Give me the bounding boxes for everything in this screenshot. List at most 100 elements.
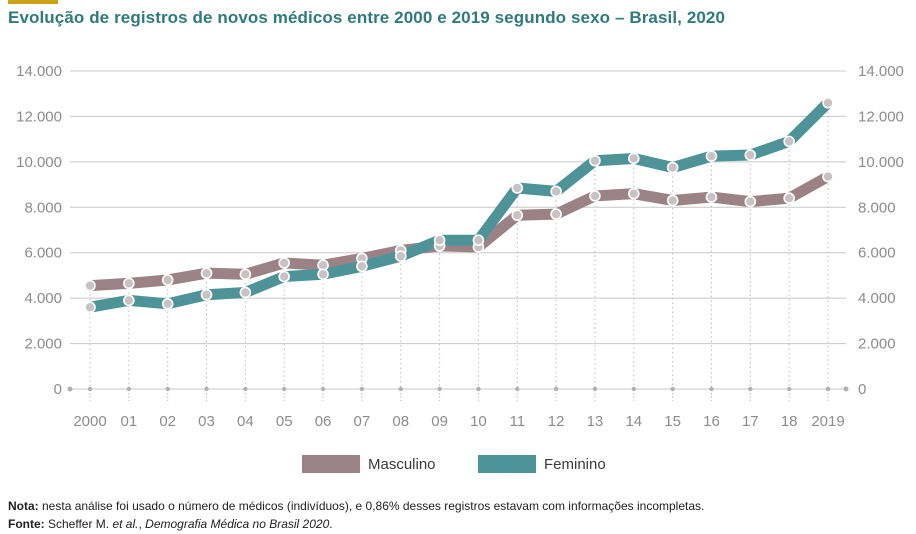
y-tick-label-left: 8.000: [24, 199, 62, 216]
data-point-feminino: [433, 234, 446, 247]
y-tick-label-right: 4.000: [858, 290, 896, 307]
x-tick-label: 2019: [811, 413, 844, 430]
y-tick-label-left: 6.000: [24, 245, 62, 262]
axis-end-dot: [67, 386, 73, 392]
data-point-masculino: [783, 192, 795, 204]
x-tick-label: 10: [470, 413, 487, 430]
x-tick-label: 03: [198, 413, 215, 430]
chart-notes: Nota: nesta análise foi usado o número d…: [8, 497, 704, 533]
x-tick-dot: [709, 386, 714, 392]
x-tick-dot: [825, 386, 831, 392]
y-tick-label-right: 8.000: [858, 199, 896, 216]
legend-label-feminino: Feminino: [544, 455, 606, 473]
x-tick-label: 15: [664, 413, 681, 430]
x-tick-label: 12: [548, 413, 565, 430]
x-tick-dot: [398, 386, 403, 392]
x-axis-labels: 2000 01 02 03 04 05 06 07 08 09 10 11 12 13 14 15 16 17 18…: [73, 413, 844, 430]
x-tick-dot: [476, 386, 481, 392]
chart-legend: Masculino Feminino: [0, 455, 916, 477]
data-point-masculino: [744, 195, 757, 208]
line-chart: 0 0 2.000 2.000 4.000 4.000 6.000 6.000 8.000 8.0…: [16, 63, 904, 430]
x-tick-label: 13: [587, 413, 604, 430]
legend-swatch-masculino: [302, 455, 360, 473]
y-tick-label-right: 10.000: [858, 154, 904, 171]
legend-item-masculino: Masculino: [302, 455, 436, 473]
data-point-feminino: [822, 97, 834, 109]
legend-item-feminino: Feminino: [478, 455, 606, 473]
data-point-feminino: [783, 135, 795, 148]
x-tick-label: 18: [781, 413, 798, 430]
x-tick-label: 07: [354, 413, 371, 430]
x-tick-label: 16: [703, 413, 720, 430]
x-tick-dot: [359, 386, 365, 392]
data-point-masculino: [666, 194, 679, 207]
data-point-masculino: [200, 267, 213, 279]
y-tick-label-right: 14.000: [858, 63, 904, 80]
y-tick-label-left: 2.000: [24, 336, 62, 353]
x-tick-label: 2000: [73, 413, 106, 430]
legend-label-masculino: Masculino: [368, 455, 436, 473]
data-point-feminino: [84, 301, 96, 314]
x-tick-dot: [553, 386, 559, 392]
data-point-feminino: [550, 185, 562, 198]
x-tick-label: 02: [159, 413, 176, 430]
data-point-feminino: [356, 260, 368, 273]
x-tick-dot: [87, 386, 93, 392]
data-point-masculino: [627, 187, 640, 200]
x-tick-dot: [670, 386, 675, 392]
x-tick-label: 17: [742, 413, 759, 430]
data-point-feminino: [511, 182, 524, 194]
x-tick-dot: [515, 386, 520, 392]
data-point-masculino: [239, 268, 252, 281]
note-line: Nota: nesta análise foi usado o número d…: [8, 497, 704, 515]
y-tick-label-left: 0: [54, 381, 62, 398]
data-point-feminino: [317, 268, 329, 281]
x-tick-dot: [243, 386, 248, 392]
data-point-masculino: [705, 191, 718, 203]
data-point-masculino: [84, 279, 96, 292]
source-text: Scheffer M.: [44, 517, 113, 531]
y-tick-label-left: 10.000: [16, 154, 62, 171]
source-title: Demografia Médica no Brasil 2020: [145, 517, 330, 531]
source-label: Fonte:: [8, 517, 45, 531]
data-point-feminino: [472, 234, 485, 247]
series-lines: [89, 98, 832, 313]
y-tick-label-right: 2.000: [858, 336, 896, 353]
source-line: Fonte: Scheffer M. et al., Demografia Mé…: [8, 515, 704, 533]
data-point-feminino: [589, 154, 601, 167]
y-tick-label-right: 0: [858, 381, 866, 398]
y-tick-label-left: 12.000: [16, 108, 62, 125]
data-point-feminino: [394, 250, 407, 262]
data-point-feminino: [705, 150, 718, 162]
x-tick-dot: [748, 386, 753, 392]
data-points: [84, 97, 834, 314]
x-tick-label: 08: [392, 413, 409, 430]
x-tick-dot: [320, 386, 326, 392]
data-point-feminino: [200, 288, 213, 301]
y-axis-labels: 0 0 2.000 2.000 4.000 4.000 6.000 6.000 8.000 8.0…: [16, 63, 904, 398]
note-label: Nota:: [8, 499, 39, 513]
data-point-feminino: [627, 152, 640, 165]
x-tick-label: 06: [315, 413, 332, 430]
x-tick-dot: [204, 386, 209, 392]
axis-end-dot: [843, 386, 849, 392]
x-tick-label: 11: [509, 413, 525, 430]
y-tick-label-right: 12.000: [858, 108, 904, 125]
data-point-masculino: [278, 257, 291, 269]
gridlines: [67, 70, 849, 392]
y-tick-label-right: 6.000: [858, 245, 896, 262]
data-point-masculino: [822, 170, 834, 183]
data-point-masculino: [123, 277, 135, 290]
data-point-masculino: [161, 274, 174, 286]
data-point-feminino: [744, 149, 757, 161]
title-accent-bar: [8, 0, 58, 4]
note-text: nesta análise foi usado o número de médi…: [38, 499, 705, 513]
x-tick-label: 05: [276, 413, 293, 430]
data-point-masculino: [550, 208, 562, 220]
data-point-feminino: [123, 294, 135, 307]
data-point-masculino: [589, 190, 601, 202]
x-tick-dot: [592, 386, 598, 392]
series-line-masculino: [89, 171, 831, 292]
data-point-feminino: [666, 161, 679, 174]
x-tick-dot: [786, 386, 792, 392]
